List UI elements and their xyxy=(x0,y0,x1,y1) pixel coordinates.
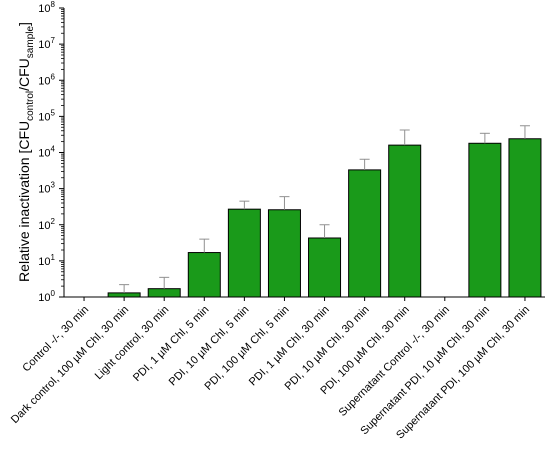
y-tick-label: 105 xyxy=(38,108,55,123)
y-tick-label: 101 xyxy=(38,253,55,268)
bar xyxy=(508,138,542,298)
y-tick-label: 108 xyxy=(38,0,55,15)
bar xyxy=(147,288,181,298)
bar xyxy=(468,142,502,298)
y-tick-label: 100 xyxy=(38,289,55,304)
y-tick-label: 107 xyxy=(38,36,55,51)
error-bars-layer xyxy=(119,125,530,293)
x-tick-label: PDI, 1 µM Chl, 30 min xyxy=(247,304,332,389)
y-tick-label: 103 xyxy=(38,181,55,196)
y-tick-label: 102 xyxy=(38,217,55,232)
bar xyxy=(267,209,301,298)
bar xyxy=(227,208,261,298)
y-axis-title: Relative inactivation [CFUcontrol/CFUsam… xyxy=(16,22,36,282)
bar xyxy=(348,169,382,298)
bars-layer xyxy=(107,138,542,298)
bar xyxy=(107,292,141,298)
bar xyxy=(187,252,221,298)
x-tick-label: PDI, 1 µM Chl, 5 min xyxy=(131,304,211,384)
bar xyxy=(388,144,422,298)
y-tick-label: 106 xyxy=(38,72,55,87)
x-tick-label: PDI, 10 µM Chl, 5 min xyxy=(167,304,252,389)
x-tick-label: Light control, 30 min xyxy=(93,304,172,383)
y-tick-labels: 100 101 102 103 104 105 106 107 108 xyxy=(38,0,64,304)
x-tick-label: Control -/-, 30 min xyxy=(20,304,91,375)
bar xyxy=(308,237,342,298)
y-tick-label: 104 xyxy=(38,145,55,160)
